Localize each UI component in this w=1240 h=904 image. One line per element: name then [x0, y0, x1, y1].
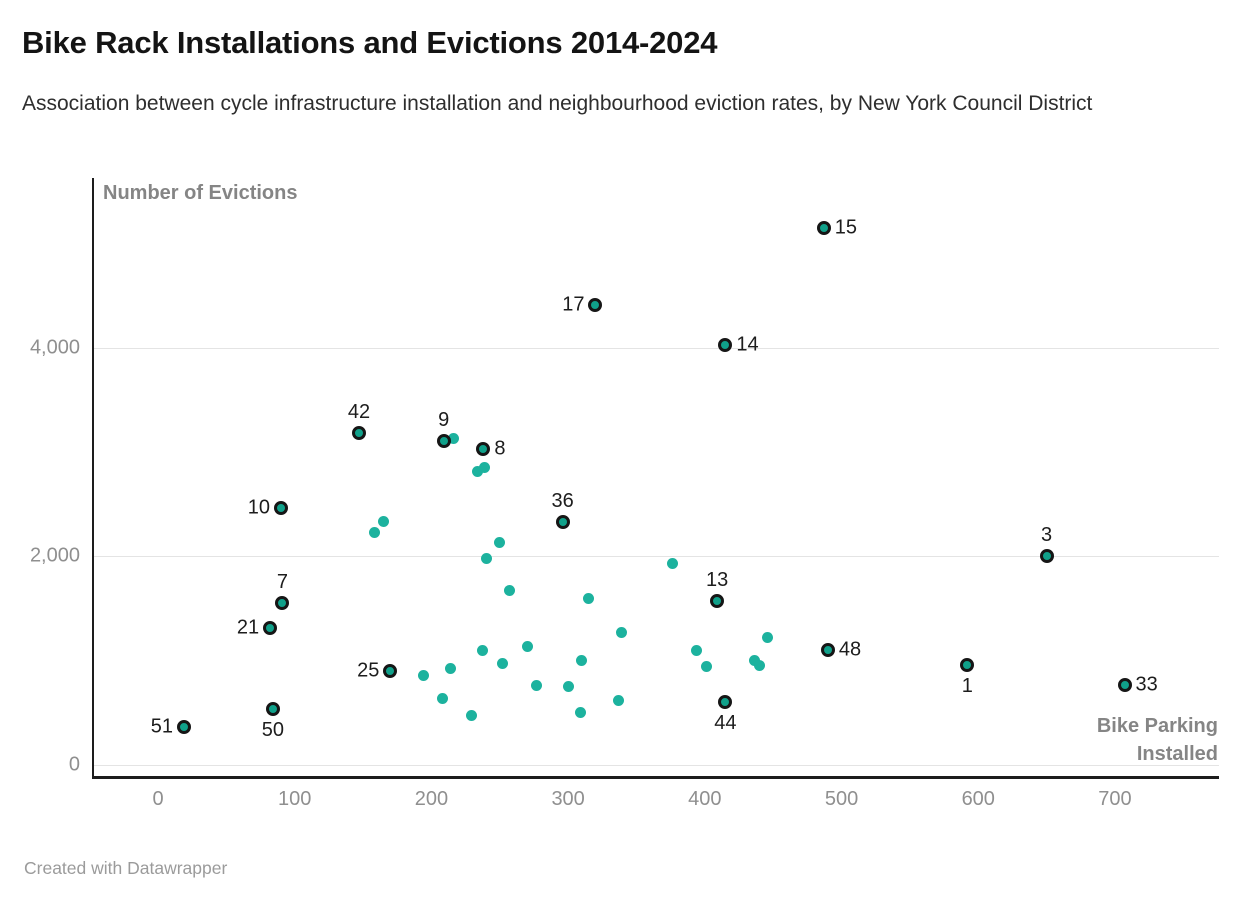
scatter-point-district-36[interactable] — [555, 514, 570, 529]
scatter-point-district-13[interactable] — [710, 594, 725, 609]
chart-subtitle: Association between cycle infrastructure… — [22, 92, 1093, 116]
point-label-district-51: 51 — [150, 715, 173, 738]
x-tick-label: 200 — [414, 788, 449, 810]
x-tick-label: 0 — [152, 788, 164, 810]
scatter-point-district-44[interactable] — [718, 695, 733, 710]
scatter-point[interactable] — [583, 592, 595, 604]
scatter-point-district-50[interactable] — [265, 701, 280, 716]
y-tick-label: 2,000 — [29, 544, 80, 567]
gridline-y-2000 — [93, 556, 1219, 558]
scatter-point-district-33[interactable] — [1117, 677, 1132, 692]
scatter-point[interactable] — [754, 660, 766, 672]
scatter-point[interactable] — [472, 465, 484, 477]
point-label-district-9: 9 — [438, 408, 450, 431]
point-label-district-8: 8 — [494, 437, 506, 460]
x-tick-label: 700 — [1098, 788, 1132, 810]
scatter-point[interactable] — [700, 661, 712, 673]
point-label-district-33: 33 — [1135, 673, 1158, 696]
point-label-district-21: 21 — [236, 616, 260, 639]
scatter-point[interactable] — [417, 669, 429, 681]
scatter-point[interactable] — [368, 526, 380, 538]
scatter-point[interactable] — [497, 658, 508, 670]
point-label-district-36: 36 — [551, 489, 574, 512]
y-axis-title: Number of Evictions — [103, 182, 298, 204]
scatter-point[interactable] — [521, 640, 533, 652]
scatter-point[interactable] — [748, 655, 760, 667]
scatter-point[interactable] — [436, 692, 448, 704]
scatter-point-district-3[interactable] — [1039, 549, 1054, 564]
scatter-point-district-48[interactable] — [820, 643, 835, 658]
scatter-point[interactable] — [615, 627, 627, 639]
point-label-district-13: 13 — [706, 569, 729, 592]
scatter-point[interactable] — [447, 433, 459, 445]
scatter-point[interactable] — [576, 655, 588, 667]
y-tick-label: 4,000 — [29, 336, 80, 359]
x-tick-label: 100 — [278, 788, 312, 810]
x-tick-label: 500 — [824, 788, 859, 810]
point-label-district-42: 42 — [347, 401, 371, 424]
y-axis-line — [92, 178, 94, 779]
scatter-point-district-14[interactable] — [718, 337, 733, 352]
x-tick-label: 600 — [961, 788, 995, 810]
scatter-point[interactable] — [691, 644, 703, 656]
point-label-district-10: 10 — [247, 496, 271, 519]
scatter-point[interactable] — [574, 707, 586, 719]
point-label-district-48: 48 — [838, 638, 862, 661]
scatter-point[interactable] — [479, 461, 491, 473]
scatter-point[interactable] — [531, 680, 543, 692]
scatter-point-district-51[interactable] — [176, 719, 191, 734]
x-axis-title: Bike Parking Installed — [918, 712, 1218, 768]
attribution-credit: Created with Datawrapper — [24, 858, 228, 878]
scatter-point-district-17[interactable] — [588, 298, 603, 313]
gridline-y-4000 — [93, 347, 1219, 349]
scatter-point[interactable] — [378, 516, 390, 528]
point-label-district-15: 15 — [834, 216, 858, 239]
x-axis-line — [92, 776, 1219, 779]
scatter-point[interactable] — [503, 585, 515, 597]
scatter-point-district-15[interactable] — [816, 220, 831, 235]
point-label-district-17: 17 — [562, 293, 585, 316]
chart-header: Bike Rack Installations and Evictions 20… — [22, 0, 1218, 121]
scatter-point-district-1[interactable] — [960, 657, 975, 672]
scatter-point[interactable] — [480, 553, 492, 564]
x-tick-label: 400 — [688, 788, 722, 810]
y-tick-label: 0 — [68, 753, 80, 776]
chart-title: Bike Rack Installations and Evictions 20… — [22, 25, 718, 60]
scatter-point[interactable] — [494, 537, 506, 549]
scatter-point[interactable] — [476, 644, 488, 656]
x-axis-title-line2: Installed — [1136, 743, 1218, 765]
scatter-point-district-25[interactable] — [383, 664, 398, 679]
point-label-district-3: 3 — [1041, 524, 1053, 547]
scatter-point-district-42[interactable] — [351, 426, 366, 441]
x-axis-title-line1: Bike Parking — [1096, 715, 1218, 737]
point-label-district-1: 1 — [961, 674, 973, 697]
scatter-point-district-8[interactable] — [476, 441, 491, 456]
point-label-district-50: 50 — [261, 718, 284, 741]
scatter-point-district-9[interactable] — [436, 433, 451, 448]
scatter-point-district-10[interactable] — [274, 501, 289, 516]
point-label-district-44: 44 — [714, 712, 737, 735]
scatter-point-district-21[interactable] — [263, 621, 278, 636]
scatter-point[interactable] — [666, 558, 678, 570]
scatter-point-district-7[interactable] — [275, 596, 290, 611]
scatter-point[interactable] — [562, 681, 574, 693]
scatter-point[interactable] — [613, 694, 625, 706]
scatter-point[interactable] — [465, 710, 477, 722]
point-label-district-25: 25 — [357, 659, 380, 682]
point-label-district-7: 7 — [276, 571, 288, 594]
gridline-y-0 — [93, 765, 1219, 766]
scatter-point[interactable] — [445, 662, 457, 674]
point-label-district-14: 14 — [736, 333, 759, 356]
x-tick-label: 300 — [551, 788, 585, 810]
scatter-point[interactable] — [762, 632, 774, 644]
